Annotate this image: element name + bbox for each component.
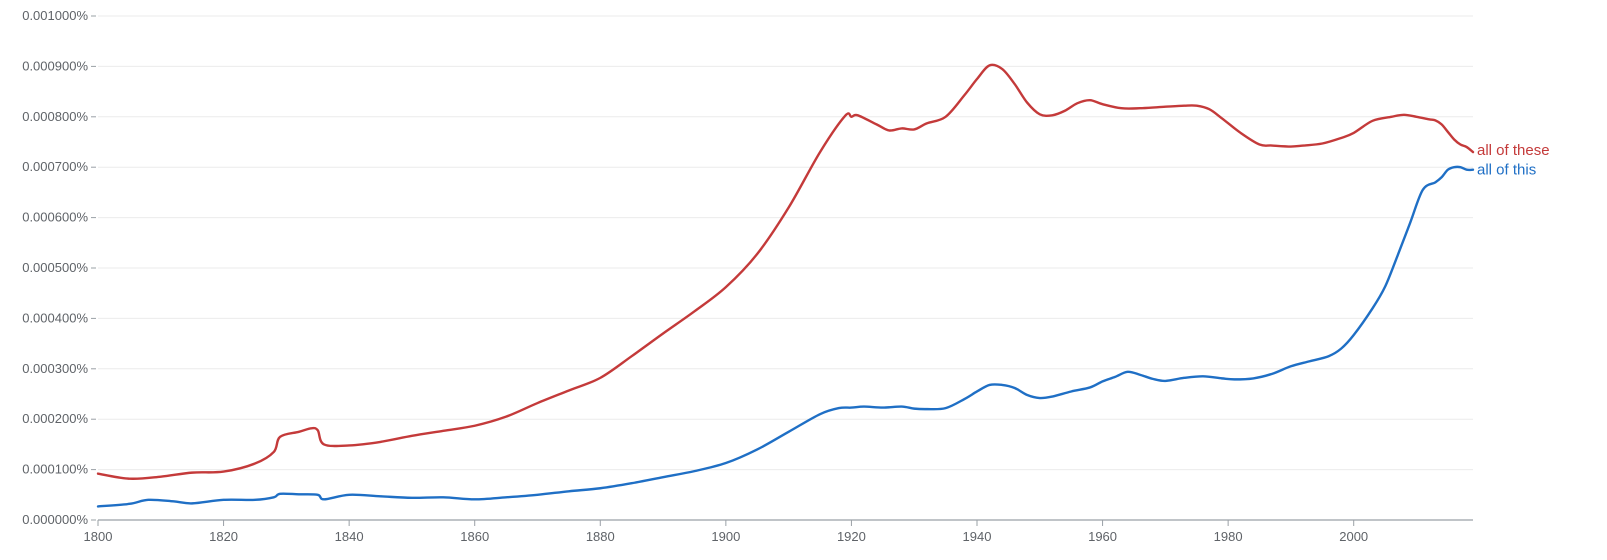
series-lines (96, 63, 1475, 508)
x-tick-label: 1960 (1088, 529, 1117, 544)
series-labels: all of these all of this (1477, 142, 1550, 179)
y-tick-label: 0.000600% (22, 210, 88, 225)
x-tick-label: 1800 (84, 529, 113, 544)
x-tick-label: 1880 (586, 529, 615, 544)
y-tick-label: 0.000800% (22, 109, 88, 124)
y-tick-label: 0.000700% (22, 159, 88, 174)
x-tick-label: 1980 (1214, 529, 1243, 544)
y-tick-label: 0.000100% (22, 462, 88, 477)
series-line-all-of-this[interactable] (96, 165, 1475, 508)
y-tick-label: 0.000000% (22, 512, 88, 527)
x-tick-label: 1920 (837, 529, 866, 544)
y-tick-label: 0.000200% (22, 411, 88, 426)
x-tick-label: 1900 (711, 529, 740, 544)
x-tick-label: 1940 (963, 529, 992, 544)
x-tick-label: 1840 (335, 529, 364, 544)
x-tick-label: 2000 (1339, 529, 1368, 544)
grid-lines (98, 15, 1473, 471)
y-tick-label: 0.000400% (22, 310, 88, 325)
series-label-all-of-this[interactable]: all of this (1477, 162, 1536, 179)
series-label-all-of-these[interactable]: all of these (1477, 142, 1550, 159)
y-tick-label: 0.000900% (22, 58, 88, 73)
x-axis: 1800 1820 1840 1860 1880 1900 1920 1940 1960 1980… (84, 519, 1473, 544)
series-line-all-of-these[interactable] (96, 63, 1475, 480)
y-axis-tick-labels: 0.000000% 0.000100% 0.000200% 0.000300% 0.00… (22, 8, 96, 527)
x-tick-label: 1820 (209, 529, 238, 544)
x-tick-label: 1860 (460, 529, 489, 544)
y-tick-label: 0.000500% (22, 260, 88, 275)
y-tick-label: 0.000300% (22, 361, 88, 376)
y-tick-label: 0.001000% (22, 8, 88, 23)
